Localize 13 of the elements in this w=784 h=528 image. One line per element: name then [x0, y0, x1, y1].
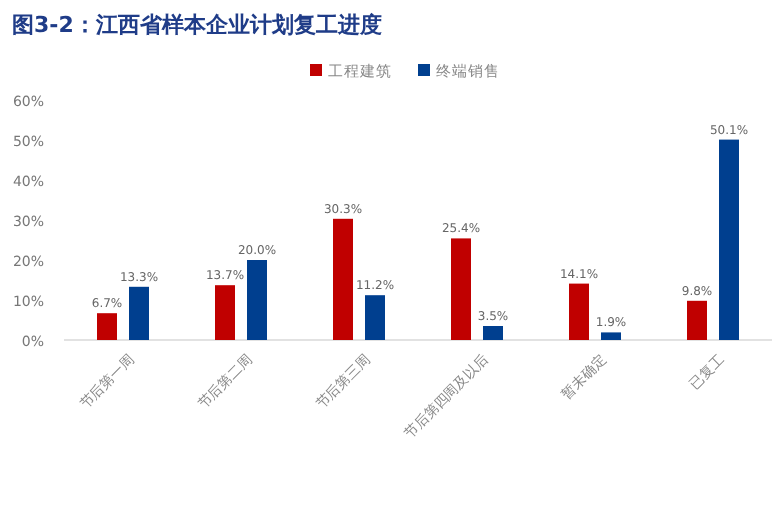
bar [97, 313, 117, 340]
bar [215, 285, 235, 340]
bar [719, 139, 739, 340]
bar [451, 238, 471, 340]
bar [129, 286, 149, 340]
bar [569, 283, 589, 340]
bar [247, 260, 267, 340]
bar [483, 326, 503, 340]
bar [365, 295, 385, 340]
bar [687, 300, 707, 340]
bar [333, 218, 353, 340]
bar [601, 332, 621, 340]
chart-title: 图3-2：江西省样本企业计划复工进度 [12, 12, 382, 38]
